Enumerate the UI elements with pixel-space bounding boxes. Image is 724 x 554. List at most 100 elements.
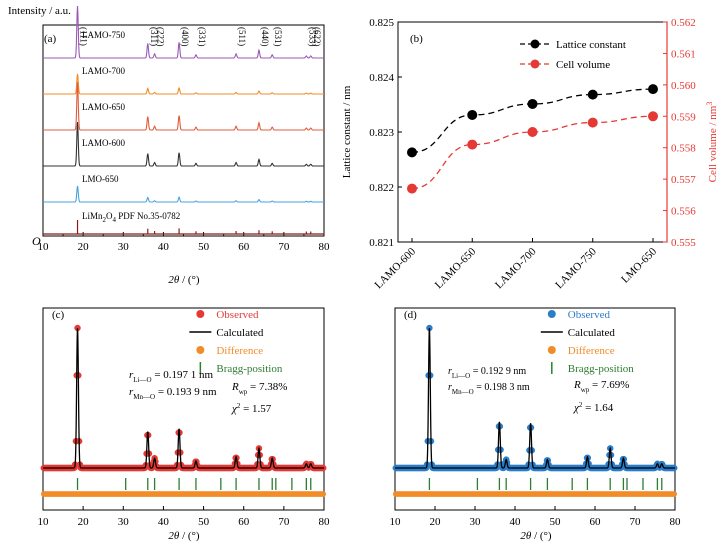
panel-d-frame: [394, 307, 676, 511]
panel-b-left-tick-label: 0.823: [369, 127, 394, 139]
panel-d-legend-marker: [547, 310, 556, 318]
panel-a-hkl-label: (400): [180, 27, 190, 47]
panel-b-plot-area: 0.821 0.822 0.823 0.824 0.825 0.555 0.556 0.557…: [369, 17, 696, 291]
panel-c-calculated-line: [43, 327, 324, 469]
panel-c-x-tick-label: 40: [158, 516, 170, 528]
panel-a-hkl-label: (311): [149, 27, 159, 46]
panel-b-legend-label: Cell volume: [556, 59, 610, 71]
panel-d-x-tick-label: 40: [510, 516, 522, 528]
panel-c-legend-marker: [196, 310, 205, 318]
panel-d-rietveld-lmo: (d) 10 20 30 40 50 60 70 80 Observed Calculated Di…: [390, 307, 682, 542]
panel-c-chi-squared: χ2 = 1.57: [231, 402, 272, 415]
panel-b-data-point: [407, 183, 417, 194]
panel-a-hkl-label: (533): [307, 27, 317, 47]
panel-d-x-axis-label: 2θ / (°): [520, 530, 552, 542]
panel-a-series-label: LAMO-750: [82, 30, 125, 40]
panel-b-category-label: LAMO-600: [372, 245, 418, 291]
panel-b-right-tick-label: 0.556: [671, 206, 696, 218]
panel-c-r-mn-o: rMn—O = 0.193 9 nm: [129, 386, 217, 401]
panel-a-series-line: [43, 81, 324, 131]
panel-a-x-tick-label: 20: [78, 241, 90, 253]
panel-d-label: (d): [404, 309, 417, 321]
panel-d-r-mn-o: rMn—O = 0.198 3 nm: [448, 382, 530, 396]
panel-b-label: (b): [410, 33, 423, 45]
panel-b-legend-label: Lattice constant: [556, 39, 626, 51]
panel-b-left-tick-label: 0.822: [369, 182, 394, 194]
panel-b-right-tick-label: 0.562: [671, 17, 696, 29]
panel-d-rwp: Rwp = 7.69%: [573, 379, 629, 394]
panel-c-label: (c): [52, 309, 65, 321]
panel-c-x-tick-label: 50: [198, 516, 210, 528]
panel-a-reference-text-part: O: [106, 211, 113, 221]
panel-a-x-tick-label: 60: [238, 241, 250, 253]
panel-b-data-point: [648, 84, 658, 95]
panel-b-right-tick-label: 0.555: [671, 237, 696, 249]
panel-c-legend-label: Calculated: [216, 327, 264, 339]
panel-a-xrd-patterns: Intensity / a.u. (a) O 10 20 30 40 50 60 70 80 L…: [8, 5, 330, 286]
panel-d-plot-area: 10 20 30 40 50 60 70 80 Observed Calculated Differ…: [390, 307, 682, 528]
panel-c-x-axis-label: 2θ / (°): [168, 530, 200, 542]
panel-a-series-line: [43, 73, 324, 95]
panel-c-x-tick-label: 80: [319, 516, 331, 528]
panel-b-right-tick-label: 0.558: [671, 143, 696, 155]
panel-a-x-tick-label: 40: [158, 241, 170, 253]
panel-c-rietveld-lamo: (c) 10 20 30 40 50 60 70 80 Observed Calculated Di…: [38, 307, 331, 542]
panel-d-difference-point: [671, 491, 677, 497]
panel-b-category-label: LAMO-700: [493, 245, 539, 291]
panel-d-r-li-o: rLi—O = 0.192 9 nm: [448, 366, 526, 380]
panel-b-data-point: [648, 111, 658, 122]
panel-b-left-tick-label: 0.824: [369, 72, 394, 84]
panel-b-category-label: LAMO-750: [553, 245, 599, 291]
panel-b-legend-marker: [530, 39, 540, 49]
panel-a-hkl-label: (622): [312, 27, 322, 47]
panel-d-x-tick-label: 60: [590, 516, 602, 528]
panel-c-legend-marker: [196, 346, 205, 354]
panel-c-x-tick-label: 60: [238, 516, 250, 528]
panel-b-legend-marker: [530, 59, 540, 69]
panel-b-left-axis-label: Lattice constant / nm: [341, 85, 353, 178]
panel-d-legend-label: Observed: [568, 309, 611, 321]
panel-a-series-line: [43, 185, 324, 203]
panel-c-r-li-o: rLi—O = 0.197 1 nm: [129, 369, 214, 384]
panel-c-x-tick-label: 70: [278, 516, 290, 528]
panel-b-data-point: [467, 139, 478, 150]
panel-a-hkl-label: (331): [197, 27, 207, 47]
panel-b-data-point: [527, 127, 538, 137]
panel-a-series-label: LAMO-600: [82, 138, 125, 148]
panel-d-calculated-line: [395, 327, 675, 469]
panel-d-chi-squared: χ2 = 1.64: [573, 401, 614, 414]
panel-d-x-tick-label: 70: [630, 516, 642, 528]
panel-d-legend-label: Bragg-position: [568, 363, 634, 375]
panel-b-data-point: [587, 117, 598, 128]
panel-d-legend-label: Difference: [568, 345, 615, 357]
panel-d-x-tick-label: 30: [470, 516, 482, 528]
panel-a-x-tick-label: 80: [319, 241, 331, 253]
panel-a-origin-label: O: [32, 234, 41, 248]
panel-a-hkl-label: (511): [237, 27, 247, 46]
panel-d-legend-label: Calculated: [568, 327, 616, 339]
panel-b-lattice-parameters: (b) Lattice constant / nm Cell volume / …: [341, 17, 719, 291]
panel-b-right-tick-label: 0.561: [671, 48, 696, 60]
panel-b-data-point: [407, 147, 417, 158]
panel-c-legend-label: Difference: [216, 345, 263, 357]
panel-c-x-tick-label: 30: [118, 516, 130, 528]
panel-a-hkl-label: (222): [156, 27, 166, 47]
panel-d-x-tick-label: 10: [390, 516, 402, 528]
panel-b-right-tick-label: 0.557: [671, 174, 696, 186]
panel-a-series-label: LMO-650: [82, 174, 119, 184]
panel-b-right-tick-label: 0.560: [671, 80, 696, 92]
panel-a-series-line: [43, 121, 324, 167]
panel-d-x-tick-label: 80: [670, 516, 682, 528]
panel-c-difference-point: [320, 491, 326, 497]
panel-a-plot-area: 10 20 30 40 50 60 70 80 LAMO-750 LAMO-700 LAMO-650…: [38, 5, 331, 253]
panel-b-left-tick-label: 0.825: [369, 17, 394, 29]
panel-c-frame: [42, 307, 325, 511]
panel-a-x-tick-label: 30: [118, 241, 130, 253]
panel-d-x-tick-label: 20: [430, 516, 442, 528]
panel-a-x-tick-label: 70: [278, 241, 290, 253]
panel-a-label: (a): [44, 33, 57, 45]
panel-a-hkl-label: (531): [273, 27, 283, 47]
panel-c-x-tick-label: 10: [38, 516, 50, 528]
panel-c-rwp: Rwp = 7.38%: [231, 381, 287, 396]
